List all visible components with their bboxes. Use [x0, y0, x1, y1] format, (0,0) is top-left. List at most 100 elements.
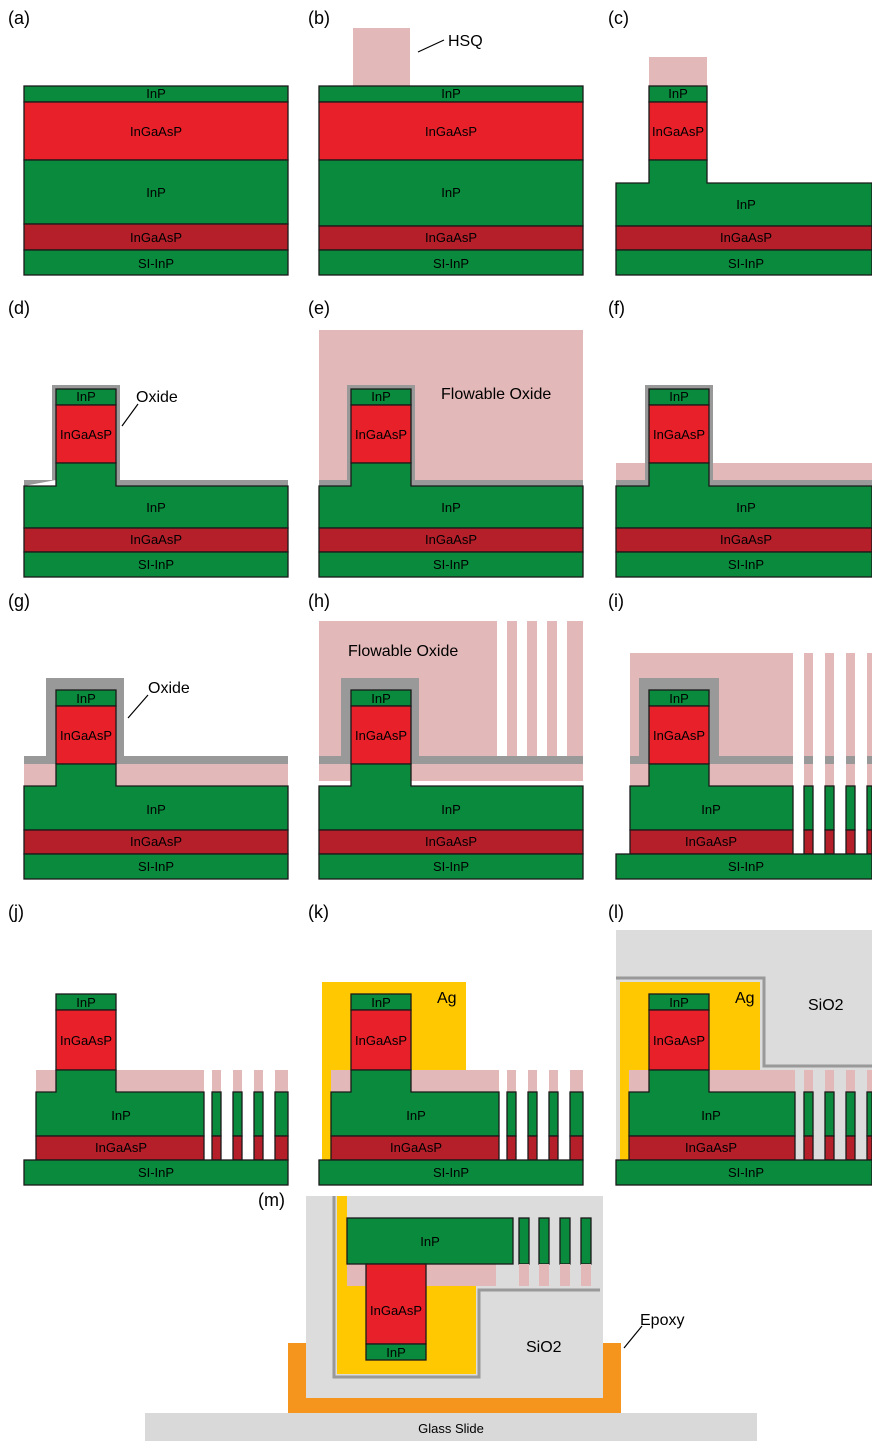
oxide-on-grating — [825, 756, 834, 764]
si-inp-substrate — [615, 853, 872, 880]
grating-oxide — [804, 1070, 813, 1092]
si-inp-label: SI-InP — [433, 256, 469, 271]
oxide-cladding — [319, 678, 583, 764]
inp-cap-label: InP — [371, 691, 391, 706]
grating-tooth-inp — [580, 1217, 592, 1265]
si-inp-substrate — [318, 551, 584, 578]
panel-label-m: (m) — [258, 1190, 285, 1210]
ingaasp-core-label: InGaAsP — [60, 1033, 112, 1048]
sio2-outline — [616, 976, 872, 1068]
inp-label: InP — [701, 802, 721, 817]
panel-h: Flowable Oxide InP InGaAsP InP InGaAsP S… — [318, 621, 584, 880]
si-inp-substrate — [318, 853, 584, 880]
panel-a: InP InGaAsP InP InGaAsP SI-InP — [23, 85, 289, 276]
inp-label: InP — [441, 500, 461, 515]
oxide-outline — [332, 1196, 600, 1379]
grating-tooth-ingaasp — [253, 1135, 264, 1161]
ingaasp-label: InGaAsP — [685, 1140, 737, 1155]
ingaasp-core-label: InGaAsP — [355, 1033, 407, 1048]
panel-label-d: (d) — [8, 298, 30, 318]
grating-tooth-inp — [824, 785, 835, 831]
inp-label: InP — [111, 1108, 131, 1123]
grating-tooth-inp — [803, 785, 814, 831]
grating-tooth-ingaasp — [569, 1135, 584, 1161]
grating-tooth-ingaasp — [232, 1135, 243, 1161]
ingaasp-layer — [629, 829, 794, 855]
inp-cap-label: InP — [371, 995, 391, 1010]
inp-cap-label: InP — [668, 86, 688, 101]
si-inp-label: SI-InP — [728, 1165, 764, 1180]
ingaasp-label: InGaAsP — [425, 532, 477, 547]
oxide-cladding — [630, 678, 793, 764]
grating-tooth-inp — [232, 1091, 243, 1137]
oxide-callout-label: Oxide — [136, 389, 178, 406]
panel-e: Flowable Oxide InP InGaAsP InP InGaAsP S… — [318, 330, 584, 578]
grating-tooth-inp — [866, 1091, 872, 1137]
grating-mask-stripe — [846, 653, 855, 786]
inp-layer — [346, 1217, 514, 1265]
inp-layer — [318, 159, 584, 227]
si-inp-label: SI-InP — [728, 557, 764, 572]
panel-l: Ag SiO2 InP InGaAsP InP InGaAsP SI-InP — [615, 930, 872, 1186]
grating-oxide — [254, 1070, 263, 1092]
hsq-callout-label: HSQ — [448, 33, 483, 50]
si-inp-label: SI-InP — [433, 557, 469, 572]
inp-label: InP — [406, 1108, 426, 1123]
ingaasp-core-label: InGaAsP — [653, 427, 705, 442]
ingaasp-core-ridge — [350, 1009, 412, 1071]
inp-label: InP — [441, 185, 461, 200]
grating-oxide — [528, 1070, 537, 1092]
panel-c: InP InGaAsP InP InGaAsP SI-InP — [615, 57, 872, 276]
inp-cap-label: InP — [669, 995, 689, 1010]
grating-tooth-ingaasp — [527, 1135, 538, 1161]
oxide-callout-line — [121, 403, 139, 427]
ag-label: Ag — [437, 990, 457, 1007]
panel-label-f: (f) — [608, 298, 625, 318]
grating-tooth-inp — [845, 1091, 856, 1137]
inp-label: InP — [146, 802, 166, 817]
grating-tooth-inp — [866, 785, 872, 831]
ingaasp-label: InGaAsP — [95, 1140, 147, 1155]
grating-tooth-ingaasp — [803, 1135, 814, 1161]
si-inp-label: SI-InP — [138, 1165, 174, 1180]
grating-tooth-inp — [253, 1091, 264, 1137]
grating-tooth-inp — [548, 1091, 559, 1137]
grating-tooth-inp — [527, 1091, 538, 1137]
sio2-label: SiO2 — [526, 1339, 562, 1356]
si-inp-substrate — [615, 551, 872, 578]
inp-label: InP — [420, 1234, 440, 1249]
grating-oxide — [825, 1070, 834, 1092]
flowable-oxide-thinned — [36, 1070, 58, 1092]
inp-layer — [23, 462, 289, 529]
ingaasp-layer — [23, 223, 289, 251]
hsq-mask — [649, 57, 707, 86]
panel-label-a: (a) — [8, 8, 30, 28]
oxide-on-grating — [804, 756, 813, 764]
grating-tooth-inp — [274, 1091, 289, 1137]
grating-oxide — [846, 1070, 855, 1092]
ingaasp-core-layer — [318, 101, 584, 161]
flowable-oxide-label: Flowable Oxide — [348, 643, 458, 660]
panel-label-g: (g) — [8, 591, 30, 611]
flowable-oxide-label: Flowable Oxide — [441, 386, 551, 403]
inp-cap-label: InP — [146, 86, 166, 101]
ingaasp-label: InGaAsP — [130, 532, 182, 547]
epoxy-layer — [288, 1343, 621, 1413]
inp-layer — [23, 159, 289, 225]
inp-cap-label: InP — [371, 389, 391, 404]
ingaasp-layer — [615, 225, 872, 251]
grating-mask-stripe — [527, 621, 537, 764]
si-inp-substrate — [23, 1159, 289, 1186]
inp-layer — [615, 462, 872, 529]
oxide-callout-label: Oxide — [148, 680, 190, 697]
inp-cap-label: InP — [441, 86, 461, 101]
panel-label-l: (l) — [608, 902, 624, 922]
oxide-callout-line — [127, 694, 149, 719]
ingaasp-label: InGaAsP — [720, 532, 772, 547]
panel-label-j: (j) — [8, 902, 24, 922]
grating-mask-stripe — [825, 653, 834, 786]
grating-oxide — [539, 1264, 549, 1286]
ingaasp-label: InGaAsP — [720, 230, 772, 245]
ingaasp-label: InGaAsP — [390, 1140, 442, 1155]
